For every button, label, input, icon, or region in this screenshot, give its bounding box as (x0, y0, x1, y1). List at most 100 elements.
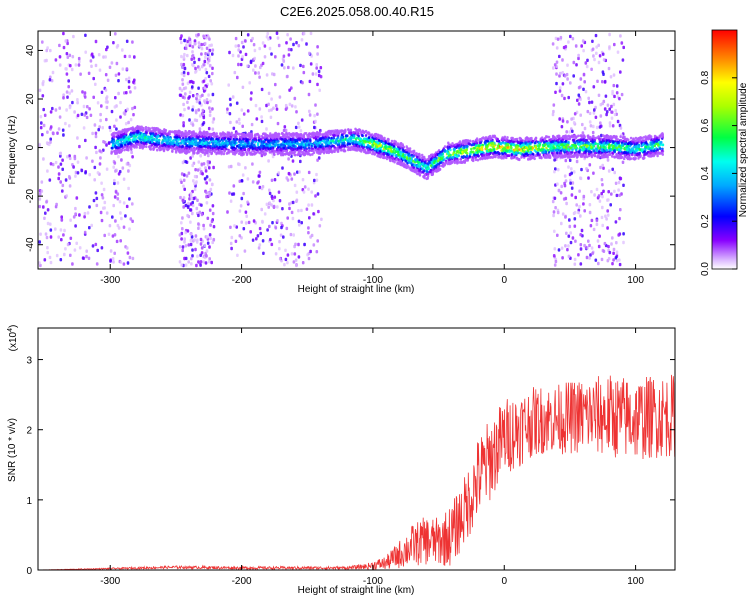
noise-speckle (194, 66, 197, 71)
noise-speckle (114, 73, 118, 77)
noise-speckle (211, 66, 214, 70)
noise-speckle (68, 91, 71, 95)
noise-speckle (313, 178, 316, 183)
noise-speckle (600, 257, 604, 262)
noise-speckle (42, 123, 46, 128)
noise-speckle (212, 237, 216, 242)
noise-speckle (198, 44, 201, 48)
noise-speckle (77, 56, 81, 61)
noise-speckle (575, 203, 578, 207)
ridge-cell (453, 148, 456, 151)
noise-speckle (614, 256, 618, 260)
noise-speckle (559, 35, 563, 40)
noise-speckle (606, 226, 609, 230)
noise-speckle (297, 255, 301, 259)
ridge-cell (574, 136, 578, 140)
noise-speckle (125, 39, 129, 43)
ridge-cell (359, 130, 362, 134)
noise-speckle (180, 72, 184, 76)
ridge-cell (156, 148, 159, 152)
noise-speckle (281, 207, 284, 211)
noise-speckle (110, 61, 114, 65)
noise-speckle (588, 163, 592, 167)
noise-speckle (622, 45, 625, 50)
noise-speckle (211, 127, 215, 131)
noise-speckle (201, 93, 204, 97)
noise-speckle (278, 240, 281, 244)
ridge-cell (422, 175, 425, 178)
noise-speckle (614, 181, 618, 185)
noise-speckle (572, 121, 576, 125)
ridge-cell (406, 157, 409, 161)
noise-speckle (58, 55, 62, 59)
ridge-cell (653, 153, 656, 156)
noise-speckle (95, 203, 99, 208)
noise-speckle (590, 67, 593, 71)
noise-speckle (601, 163, 604, 168)
noise-speckle (552, 109, 555, 114)
noise-speckle (61, 158, 64, 162)
noise-speckle (297, 44, 301, 48)
noise-speckle (103, 233, 106, 238)
noise-speckle (303, 242, 306, 247)
noise-speckle (182, 86, 186, 91)
noise-speckle (302, 31, 306, 36)
ridge-cell (171, 147, 174, 150)
noise-speckle (59, 258, 63, 262)
noise-speckle (307, 92, 311, 97)
noise-speckle (125, 204, 129, 209)
ridge-cell (198, 141, 201, 144)
noise-speckle (229, 120, 232, 125)
ridge-cell (238, 138, 241, 142)
noise-speckle (283, 125, 287, 129)
noise-speckle (100, 104, 103, 108)
noise-speckle (292, 233, 295, 237)
noise-speckle (117, 172, 121, 176)
noise-speckle (204, 52, 207, 56)
noise-speckle (45, 48, 48, 53)
noise-speckle (43, 258, 47, 262)
noise-speckle (567, 40, 570, 44)
ridge-cell (314, 148, 317, 152)
noise-speckle (607, 257, 611, 261)
ridge-cell (577, 134, 580, 138)
noise-speckle (581, 131, 585, 135)
noise-speckle (200, 246, 204, 250)
noise-speckle (119, 115, 122, 119)
noise-speckle (49, 110, 53, 114)
noise-speckle (578, 204, 581, 209)
noise-speckle (119, 239, 122, 243)
noise-speckle (612, 258, 615, 262)
noise-speckle (95, 262, 99, 266)
ridge-cell (288, 153, 291, 156)
noise-speckle (561, 58, 564, 62)
noise-speckle (184, 92, 187, 96)
noise-speckle (265, 202, 269, 206)
noise-speckle (307, 231, 310, 235)
noise-speckle (97, 53, 101, 57)
ridge-cell (212, 137, 215, 141)
ridge-cell (658, 147, 662, 150)
ridge-cell (620, 139, 623, 142)
noise-speckle (85, 156, 88, 160)
noise-speckle (211, 92, 215, 97)
noise-speckle (288, 102, 292, 106)
noise-speckle (119, 260, 123, 264)
ridge-cell (605, 136, 608, 140)
noise-speckle (181, 82, 185, 86)
ridge-cell (588, 146, 591, 150)
noise-speckle (208, 245, 211, 249)
noise-speckle (598, 234, 601, 238)
noise-speckle (183, 237, 186, 241)
ridge-cell (357, 134, 360, 138)
noise-speckle (267, 159, 270, 163)
noise-speckle (316, 239, 319, 243)
noise-speckle (180, 172, 184, 176)
noise-speckle (569, 34, 572, 39)
noise-speckle (181, 78, 184, 82)
noise-speckle (187, 243, 191, 247)
noise-speckle (210, 43, 213, 47)
noise-speckle (189, 156, 192, 160)
noise-speckle (75, 241, 78, 245)
noise-speckle (253, 48, 257, 53)
